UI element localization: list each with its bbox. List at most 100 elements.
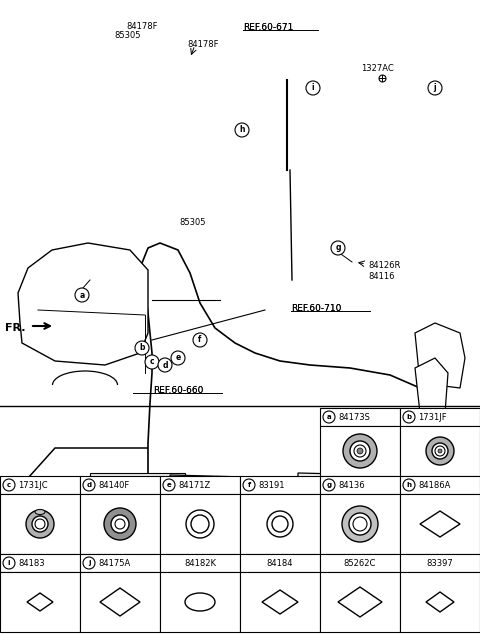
Polygon shape — [393, 471, 430, 525]
Text: a: a — [327, 414, 331, 420]
Bar — [400, 426, 480, 476]
Text: 84140F: 84140F — [98, 480, 129, 489]
Polygon shape — [426, 592, 454, 612]
Circle shape — [342, 506, 378, 542]
Bar — [320, 426, 400, 476]
Bar — [0, 572, 80, 632]
Circle shape — [357, 448, 363, 454]
Text: a: a — [79, 291, 84, 300]
Circle shape — [171, 351, 185, 365]
Circle shape — [35, 519, 45, 529]
Bar — [320, 572, 400, 632]
Circle shape — [163, 479, 175, 491]
Bar — [0, 476, 80, 494]
Text: 85305: 85305 — [115, 31, 141, 40]
Text: 84171Z: 84171Z — [178, 480, 210, 489]
Bar — [320, 408, 400, 426]
Text: f: f — [198, 336, 202, 345]
Text: 83397: 83397 — [427, 559, 454, 568]
Circle shape — [32, 516, 48, 532]
Bar — [240, 554, 320, 572]
Text: REF.60-710: REF.60-710 — [291, 304, 341, 313]
Text: h: h — [407, 482, 411, 488]
Bar — [0, 494, 80, 554]
Bar — [400, 408, 480, 426]
Polygon shape — [415, 358, 448, 413]
Text: 85305: 85305 — [180, 218, 206, 227]
Circle shape — [432, 443, 448, 459]
Text: 84136: 84136 — [338, 480, 365, 489]
Bar — [240, 572, 320, 632]
Polygon shape — [100, 588, 140, 616]
Circle shape — [403, 411, 415, 423]
Circle shape — [267, 511, 293, 537]
Circle shape — [323, 479, 335, 491]
Polygon shape — [338, 587, 382, 617]
Text: 84173S: 84173S — [338, 413, 370, 422]
Bar — [320, 494, 400, 554]
Circle shape — [104, 508, 136, 540]
Polygon shape — [27, 593, 53, 611]
Circle shape — [111, 515, 129, 533]
Text: b: b — [139, 343, 145, 352]
Text: 84186A: 84186A — [418, 480, 450, 489]
Circle shape — [158, 358, 172, 372]
Bar — [0, 554, 80, 572]
Circle shape — [83, 557, 95, 569]
Bar — [80, 554, 160, 572]
Circle shape — [350, 441, 370, 461]
Circle shape — [403, 479, 415, 491]
Bar — [240, 494, 320, 554]
Text: 1327AC: 1327AC — [361, 64, 394, 73]
Text: b: b — [407, 414, 411, 420]
Text: REF.60-660: REF.60-660 — [153, 386, 203, 395]
Bar — [160, 476, 240, 494]
Text: i: i — [8, 560, 10, 566]
Circle shape — [135, 341, 149, 355]
Circle shape — [186, 510, 214, 538]
Text: g: g — [326, 482, 332, 488]
Bar — [160, 494, 240, 554]
Circle shape — [343, 434, 377, 468]
Polygon shape — [28, 448, 225, 593]
Circle shape — [435, 446, 445, 456]
Text: h: h — [239, 125, 245, 134]
Text: 84178F: 84178F — [187, 40, 218, 49]
Text: 84126R: 84126R — [368, 261, 400, 270]
Circle shape — [353, 517, 367, 531]
Bar — [400, 476, 480, 494]
Circle shape — [272, 516, 288, 532]
Circle shape — [191, 515, 209, 533]
Text: f: f — [247, 482, 251, 488]
Polygon shape — [415, 323, 465, 388]
Polygon shape — [60, 538, 155, 563]
Text: j: j — [88, 560, 90, 566]
Text: 1731JC: 1731JC — [18, 480, 48, 489]
Bar — [80, 572, 160, 632]
Text: c: c — [7, 482, 11, 488]
Circle shape — [3, 557, 15, 569]
Text: j: j — [434, 84, 436, 93]
Text: e: e — [175, 354, 180, 363]
Text: d: d — [162, 361, 168, 370]
Polygon shape — [80, 505, 178, 528]
Text: REF.60-660: REF.60-660 — [153, 386, 203, 395]
Polygon shape — [18, 243, 148, 365]
Circle shape — [145, 355, 159, 369]
Circle shape — [3, 479, 15, 491]
Circle shape — [426, 437, 454, 465]
Polygon shape — [262, 590, 298, 614]
Text: 84182K: 84182K — [184, 559, 216, 568]
Circle shape — [331, 241, 345, 255]
Text: c: c — [150, 358, 154, 367]
Text: 85262C: 85262C — [344, 559, 376, 568]
Text: g: g — [335, 244, 341, 253]
Text: 84184: 84184 — [267, 559, 293, 568]
Circle shape — [83, 479, 95, 491]
Text: 83191: 83191 — [258, 480, 285, 489]
Text: 84183: 84183 — [18, 559, 45, 568]
Text: REF.60-710: REF.60-710 — [291, 304, 341, 313]
Bar — [400, 554, 480, 572]
Bar — [320, 476, 400, 494]
Bar — [80, 494, 160, 554]
